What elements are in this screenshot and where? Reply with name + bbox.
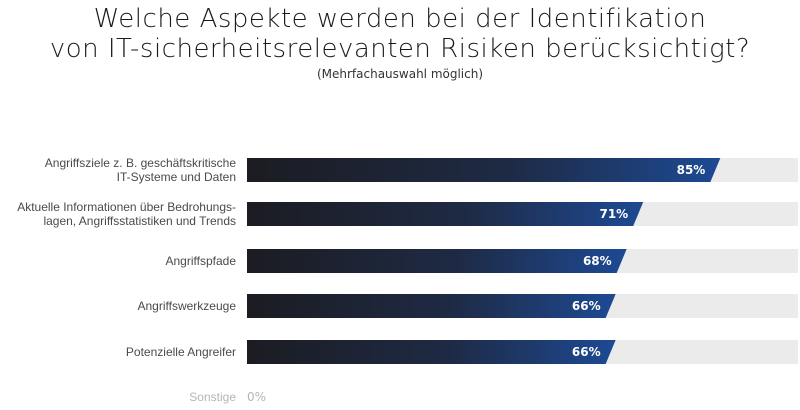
value-label-2: 68%	[583, 254, 612, 268]
chart-title-line-1: Welche Aspekte werden bei der Identifika…	[93, 4, 707, 34]
bar-3	[247, 294, 616, 318]
category-label-3: Angriffswerkzeuge	[138, 299, 237, 313]
category-label-0-line-0: Angriffsziele z. B. geschäftskritische	[45, 156, 237, 170]
category-label-0-line-1: IT-Systeme und Daten	[117, 170, 236, 184]
bar-2	[247, 249, 627, 273]
value-label-4: 66%	[572, 345, 601, 359]
category-label-1-line-1: lagen, Angriffsstatistiken und Trends	[43, 214, 236, 228]
category-label-2: Angriffspfade	[166, 254, 237, 268]
bar-4	[247, 340, 616, 364]
category-label-4: Potenzielle Angreifer	[126, 345, 236, 359]
chart-title-line-2: von IT-sicherheitsrelevanten Risiken ber…	[49, 34, 751, 64]
chart-subtitle: (Mehrfachauswahl möglich)	[316, 67, 484, 81]
category-label-5: Sonstige	[189, 390, 236, 404]
value-label-1: 71%	[599, 207, 628, 221]
value-label-5: 0%	[247, 390, 266, 404]
category-label-1-line-0: Aktuelle Informationen über Bedrohungs-	[17, 200, 236, 214]
bar-0	[247, 158, 721, 182]
value-label-3: 66%	[572, 299, 601, 313]
value-label-0: 85%	[677, 163, 706, 177]
bar-1	[247, 202, 644, 226]
